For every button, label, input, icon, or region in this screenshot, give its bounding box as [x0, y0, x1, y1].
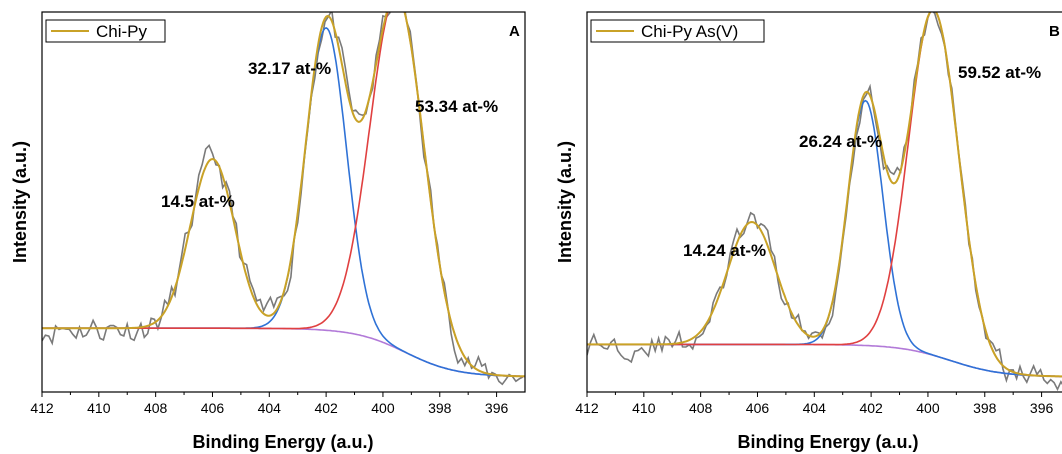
- legend-box: [590, 19, 765, 43]
- plot-frame: [586, 11, 1062, 393]
- annotation-peak-1: 14.24 at-%: [683, 241, 766, 260]
- raw-spectrum-line: [42, 12, 524, 386]
- panel-b: 412 410 408 406 404 402 400 398 396 Chi-Py As(V)…: [555, 11, 1062, 452]
- plot-frame: [41, 11, 526, 393]
- x-tick-label: 398: [428, 400, 452, 416]
- x-axis-ticks: 412 410 408 406 404 402 400 398 396: [30, 392, 508, 416]
- panel-letter: B: [1049, 23, 1060, 40]
- annotation-peak-2: 32.17 at-%: [248, 59, 331, 78]
- annotation-peak-1: 14.5 at-%: [161, 192, 235, 211]
- legend-label: Chi-Py: [96, 22, 148, 41]
- x-tick-label: 396: [485, 400, 509, 416]
- x-tick-label: 412: [575, 400, 599, 416]
- legend-box: [45, 19, 166, 43]
- x-tick-label: 404: [258, 400, 282, 416]
- x-tick-label: 408: [689, 400, 713, 416]
- x-tick-label: 406: [201, 400, 225, 416]
- x-tick-label: 398: [973, 400, 997, 416]
- background-line: [42, 327, 525, 378]
- component-peak-3-line: [42, 12, 525, 378]
- x-tick-label: 412: [30, 400, 54, 416]
- envelope-line: [42, 12, 525, 378]
- x-tick-label: 408: [144, 400, 168, 416]
- x-tick-label: 410: [632, 400, 656, 416]
- envelope-line: [587, 12, 1062, 378]
- y-axis-title: Intensity (a.u.): [10, 141, 30, 263]
- panel-letter: A: [509, 23, 520, 40]
- annotation-peak-3: 59.52 at-%: [958, 63, 1041, 82]
- annotation-peak-3: 53.34 at-%: [415, 97, 498, 116]
- x-tick-label: 400: [371, 400, 395, 416]
- annotation-peak-2: 26.24 at-%: [799, 132, 882, 151]
- x-axis-ticks: 412 410 408 406 404 402 400 398 396: [575, 392, 1053, 416]
- legend: Chi-Py As(V): [590, 19, 765, 43]
- x-tick-label: 400: [916, 400, 940, 416]
- x-tick-label: 410: [87, 400, 111, 416]
- x-tick-label: 402: [314, 400, 338, 416]
- x-tick-label: 404: [803, 400, 827, 416]
- x-tick-label: 402: [859, 400, 883, 416]
- x-tick-label: 406: [746, 400, 770, 416]
- x-tick-label: 396: [1030, 400, 1054, 416]
- x-axis-title: Binding Energy (a.u.): [737, 432, 918, 452]
- legend: Chi-Py: [45, 19, 166, 43]
- legend-label: Chi-Py As(V): [641, 22, 738, 41]
- y-axis-title: Intensity (a.u.): [555, 141, 575, 263]
- panel-a: 412 410 408 406 404 402 400 398 396 Chi-Py A 14.…: [10, 11, 526, 452]
- x-axis-title: Binding Energy (a.u.): [192, 432, 373, 452]
